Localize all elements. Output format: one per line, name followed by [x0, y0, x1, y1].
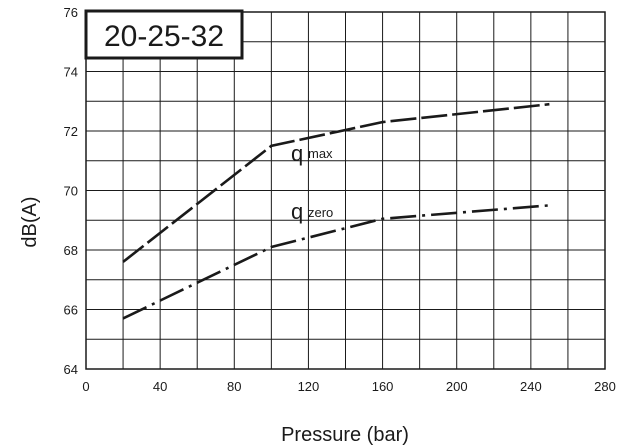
series-line-zero — [122, 204, 550, 320]
chart-title-box: 20-25-32 — [84, 9, 244, 60]
y-axis-title: dB(A) — [19, 196, 41, 247]
x-tick-label: 200 — [446, 379, 468, 394]
plot-frame — [85, 11, 606, 370]
chart-title: 20-25-32 — [104, 20, 224, 53]
x-tick-label: 160 — [372, 379, 394, 394]
series-lines — [122, 102, 550, 320]
x-tick-label: 120 — [298, 379, 320, 394]
y-tick-label: 72 — [64, 124, 78, 139]
y-tick-label: 74 — [64, 65, 78, 80]
x-tick-label: 0 — [82, 379, 89, 394]
x-axis-title: Pressure (bar) — [281, 424, 409, 446]
tick-labels: 0 40 80 120 160 200 240 280 64 66 68 70 72 74 76 — [64, 5, 616, 394]
series-label-max: q max — [291, 141, 333, 166]
y-tick-label: 76 — [64, 5, 78, 20]
x-tick-label: 240 — [520, 379, 542, 394]
y-tick-label: 66 — [64, 303, 78, 318]
series-label-max-sub: max — [308, 146, 333, 161]
x-tick-label: 40 — [153, 379, 167, 394]
x-tick-label: 80 — [227, 379, 241, 394]
grid — [85, 11, 606, 370]
chart-title-border — [84, 9, 244, 60]
x-tick-label: 280 — [594, 379, 616, 394]
y-tick-label: 64 — [64, 362, 78, 377]
y-tick-label: 70 — [64, 184, 78, 199]
series-label-max-main: q — [291, 141, 303, 166]
y-tick-label: 68 — [64, 243, 78, 258]
series-label-zero: q zero — [291, 199, 333, 224]
series-label-zero-main: q — [291, 199, 303, 224]
series-line-max — [122, 102, 550, 263]
series-label-zero-sub: zero — [308, 205, 333, 220]
plot-area-border — [85, 11, 606, 370]
